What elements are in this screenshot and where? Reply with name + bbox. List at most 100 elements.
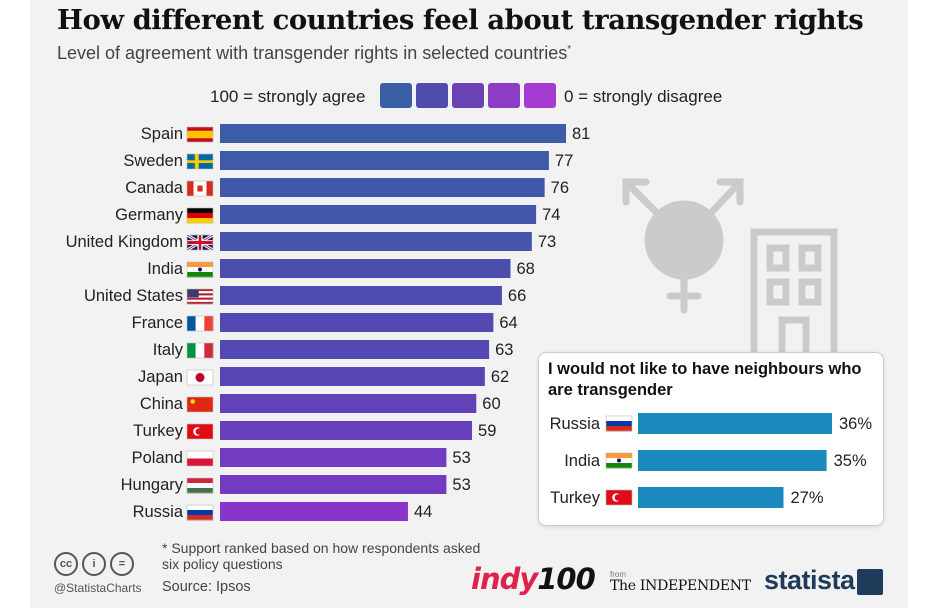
inset-title: I would not like to have neighbours who …	[548, 360, 862, 399]
inset-bar-row: Turkey 27%	[550, 487, 824, 508]
statista-logo-icon	[857, 569, 883, 595]
bar	[220, 340, 490, 359]
value-label: 68	[516, 260, 534, 278]
bar	[220, 448, 447, 467]
flag-icon	[186, 396, 214, 413]
bar-row: Japan 62	[138, 367, 509, 386]
bar-row: United Kingdom 73	[66, 232, 556, 252]
bar-row: Turkey 59	[133, 421, 496, 440]
source-note: Source: Ipsos	[162, 579, 251, 595]
country-label: Russia	[133, 503, 184, 521]
flag-icon	[186, 207, 214, 224]
bar-row: China 60	[140, 394, 501, 413]
bar	[220, 205, 537, 224]
value-label: 81	[572, 125, 590, 143]
bar	[220, 394, 477, 413]
bar	[220, 124, 566, 143]
country-label: France	[132, 314, 183, 332]
flag-icon	[186, 153, 214, 170]
value-label: 77	[555, 152, 573, 170]
chart-subtitle: Level of agreement with transgender righ…	[57, 43, 571, 64]
country-label: United States	[84, 287, 183, 305]
inset-bar-row: Russia 36%	[550, 413, 872, 434]
country-label: Canada	[125, 179, 184, 197]
flag-icon	[186, 315, 214, 332]
country-label: Spain	[141, 125, 183, 143]
indy100-logo: indy100	[471, 562, 596, 596]
inset-bar	[638, 413, 832, 434]
country-label: Japan	[138, 368, 183, 386]
bar-row: Germany 74	[115, 205, 560, 224]
inset-country-label: Russia	[550, 415, 601, 433]
legend-swatch	[380, 83, 412, 108]
statista-handle: @StatistaCharts	[54, 581, 142, 595]
legend-swatch	[488, 83, 520, 108]
legend-swatch	[416, 83, 448, 108]
statista-logo-text: statista	[764, 565, 855, 595]
value-label: 59	[478, 422, 496, 440]
value-label: 62	[491, 368, 509, 386]
country-label: India	[147, 260, 184, 278]
flag-icon	[186, 126, 214, 143]
value-label: 66	[508, 287, 526, 305]
legend-agree-label: 100 = strongly agree	[210, 87, 366, 106]
country-label: Germany	[115, 206, 184, 224]
country-label: Hungary	[121, 476, 184, 494]
flag-icon	[186, 342, 214, 359]
value-label: 44	[414, 503, 432, 521]
inset-value-label: 36%	[839, 415, 872, 433]
inset-value-label: 27%	[791, 489, 824, 507]
no-derivatives-icon: =	[110, 552, 134, 576]
bar	[220, 313, 494, 332]
transgender-symbol-icon	[622, 178, 744, 314]
indy100-logo-part-a: indy	[471, 562, 538, 596]
country-label: Turkey	[133, 422, 184, 440]
bar	[220, 259, 511, 278]
flag-icon	[186, 369, 214, 386]
creative-commons-icon: cc	[54, 552, 78, 576]
legend-disagree-label: 0 = strongly disagree	[564, 87, 723, 106]
bar	[220, 232, 532, 251]
value-label: 53	[452, 449, 470, 467]
chart-title: How different countries feel about trans…	[57, 4, 864, 36]
bar-row: Spain 81	[141, 124, 590, 143]
from-label: from	[610, 570, 626, 579]
inset-bar	[638, 450, 827, 471]
value-label: 60	[482, 395, 500, 413]
country-label: Poland	[132, 449, 183, 467]
bar	[220, 475, 447, 494]
footnote: * Support ranked based on how respondent…	[162, 540, 481, 572]
flag-icon	[186, 180, 214, 197]
bar-row: Italy 63	[153, 340, 513, 359]
bar-row: Poland 53	[132, 448, 471, 467]
flag-icon	[186, 423, 214, 440]
legend-swatch	[524, 83, 556, 108]
indy100-logo-part-b: 100	[537, 562, 596, 596]
inset-country-label: Turkey	[550, 489, 601, 507]
bar	[220, 367, 485, 386]
attribution-icon: i	[82, 552, 106, 576]
bar-row: Russia 44	[133, 502, 432, 521]
subtitle-footnote-mark: *	[567, 44, 572, 55]
country-label: Sweden	[123, 152, 183, 170]
inset-bar-row: India 35%	[564, 450, 867, 471]
inset-bar	[638, 487, 784, 508]
flag-icon	[186, 233, 214, 252]
flag-icon	[605, 489, 633, 506]
the-independent-logo: The INDEPENDENT	[610, 578, 751, 594]
bar	[220, 286, 502, 305]
flag-icon	[605, 415, 633, 432]
value-label: 63	[495, 341, 513, 359]
flag-icon	[186, 288, 214, 305]
flag-icon	[186, 261, 214, 278]
bar-row: France 64	[132, 313, 518, 332]
bar	[220, 151, 549, 170]
bar	[220, 421, 473, 440]
value-label: 64	[499, 314, 517, 332]
legend-swatch	[452, 83, 484, 108]
value-label: 73	[538, 233, 556, 251]
inset-value-label: 35%	[834, 452, 867, 470]
country-label: China	[140, 395, 184, 413]
building-icon	[750, 228, 838, 356]
